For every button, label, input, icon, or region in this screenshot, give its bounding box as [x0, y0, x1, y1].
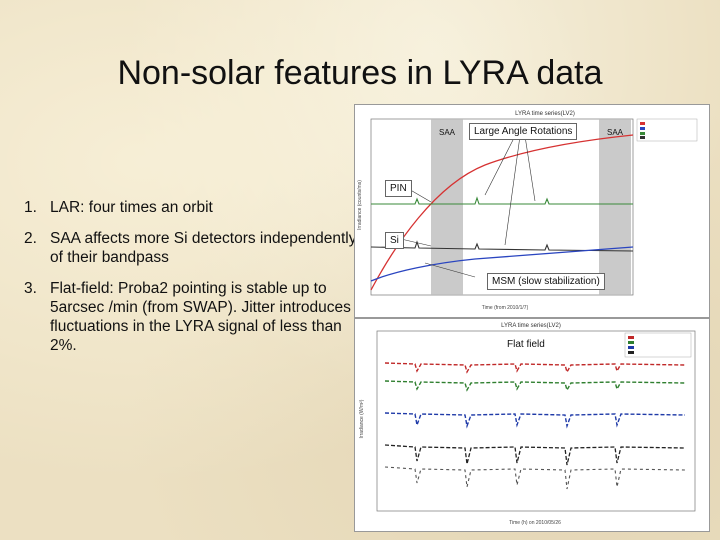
legend-swatch [628, 351, 634, 354]
green-channel-line [371, 196, 633, 205]
lar-arrow [524, 135, 536, 202]
saa-band [431, 119, 463, 295]
pin-annotation: PIN [385, 180, 412, 197]
blue-channel-line [384, 412, 686, 429]
slide-title: Non-solar features in LYRA data [117, 54, 603, 92]
list-item: 3. Flat-field: Proba2 pointing is stable… [24, 279, 359, 355]
black-channel-line [370, 240, 634, 252]
si-arrow [400, 238, 432, 247]
flat-field-annotation: Flat field [507, 339, 545, 350]
legend-swatch [628, 346, 634, 349]
plot-legend [636, 118, 698, 142]
legend-swatch [640, 127, 645, 130]
si-annotation: Si [385, 232, 404, 249]
msm-arrow [424, 262, 476, 278]
plot-title: LYRA time series(LV2) [501, 323, 561, 329]
lar-arrow [504, 135, 521, 246]
x-axis-label: Time (from 2010/1/7) [482, 305, 529, 311]
legend-swatch [628, 341, 634, 344]
list-number: 3. [24, 280, 37, 297]
plot-frame [376, 330, 696, 512]
flat-field-plot: LYRA time series(LV2) Irradiance (W/m²) … [359, 323, 696, 526]
list-text: SAA affects more Si detectors independen… [50, 230, 357, 266]
lar-annotation: Large Angle Rotations [469, 123, 578, 140]
green-channel-line [384, 380, 686, 392]
flat-field-figure: LYRA time series(LV2) Irradiance (W/m²) … [354, 318, 710, 532]
blue-channel-line [370, 246, 634, 282]
bullet-list: 1. LAR: four times an orbit 2. SAA affec… [24, 198, 359, 367]
x-axis-label: Time (h) on 2010/05/26 [509, 520, 561, 526]
list-item: 1. LAR: four times an orbit [24, 198, 359, 217]
lyra-timeseries-figure: LYRA time series(LV2) SAA SAA [354, 104, 710, 318]
plot-frame [370, 118, 634, 296]
legend-swatch [640, 136, 645, 139]
plot-title: LYRA time series(LV2) [515, 111, 575, 117]
legend-swatch [628, 336, 634, 339]
saa-label: SAA [607, 128, 624, 137]
list-item: 2. SAA affects more Si detectors indepen… [24, 229, 359, 267]
red-channel-line [384, 362, 686, 374]
lyra-timeseries-plot: LYRA time series(LV2) SAA SAA [357, 111, 698, 311]
list-number: 1. [24, 199, 37, 216]
legend-swatch [640, 122, 645, 125]
list-number: 2. [24, 230, 37, 247]
y-axis-label: Irradiance (W/m²) [359, 399, 365, 438]
y-axis-label: Irradiance (counts/ms) [357, 180, 363, 230]
saa-label: SAA [439, 128, 456, 137]
lar-arrow [484, 135, 516, 196]
list-text: LAR: four times an orbit [50, 199, 213, 216]
black-channel-line [384, 444, 686, 466]
legend-swatch [640, 132, 645, 135]
list-text: Flat-field: Proba2 pointing is stable up… [50, 280, 351, 354]
msm-annotation: MSM (slow stabilization) [487, 273, 605, 290]
plot-legend [624, 332, 692, 358]
saa-band [599, 119, 631, 295]
